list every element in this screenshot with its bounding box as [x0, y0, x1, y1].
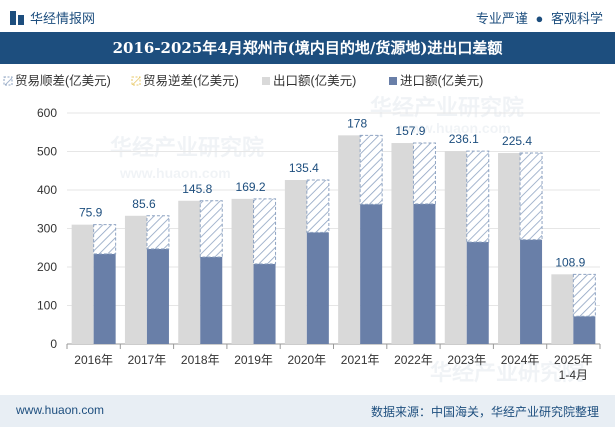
data-label: 225.4	[502, 134, 532, 148]
surplus-bar	[93, 224, 117, 255]
x-tick-label: 2018年	[181, 353, 220, 367]
x-tick-label: 2021年	[341, 353, 380, 367]
data-label: 169.2	[236, 180, 266, 194]
surplus-bar	[572, 273, 596, 317]
tagline-separator: ●	[535, 11, 544, 26]
y-tick-label: 300	[37, 222, 57, 236]
x-tick-label: 2023年	[447, 353, 486, 367]
surplus-bar	[519, 152, 543, 241]
surplus-bar	[306, 179, 330, 233]
data-label: 236.1	[449, 132, 479, 146]
import-bar	[573, 316, 596, 344]
surplus-bar	[146, 215, 170, 250]
legend-label: 贸易顺差(亿美元)	[15, 73, 111, 88]
legend-label: 进口额(亿美元)	[400, 73, 483, 88]
import-bar	[146, 248, 169, 344]
x-tick-label: 2019年	[234, 353, 273, 367]
surplus-bar	[359, 134, 383, 205]
surplus-bar	[466, 150, 490, 243]
import-bar	[253, 263, 276, 344]
bar-logo-icon	[10, 10, 24, 25]
tagline-primary: 专业严谨	[475, 11, 528, 26]
x-tick-label: 2016年	[74, 353, 113, 367]
import-bar	[413, 203, 436, 344]
import-bar	[200, 256, 223, 344]
surplus-bar	[253, 198, 277, 265]
import-bar	[466, 241, 489, 344]
data-label: 85.6	[132, 197, 156, 211]
chart-title: 2016-2025年4月郑州市(境内目的地/货源地)进出口差额	[0, 32, 615, 64]
data-label: 145.8	[182, 182, 212, 196]
tagline: 专业严谨 ● 客观科学	[476, 8, 603, 27]
legend-swatch	[3, 76, 13, 86]
x-tick-label: 2024年	[501, 353, 540, 367]
data-label: 178	[347, 116, 367, 130]
brand: 华经情报网	[10, 8, 95, 27]
export-bar	[551, 274, 574, 344]
export-bar	[498, 153, 521, 344]
data-labels: 75.9 85.6 145.8 169.2 135.4 178 157.9 236.1 225.…	[79, 116, 586, 269]
data-label: 135.4	[289, 161, 319, 175]
footer-url: www.huaon.com	[16, 403, 105, 417]
bars	[71, 134, 596, 344]
surplus-bar	[412, 142, 436, 205]
x-tick-label: 2025年 1-4月	[554, 353, 593, 382]
y-tick-label: 400	[37, 183, 57, 197]
export-bar	[444, 151, 467, 344]
import-bar	[93, 253, 116, 344]
data-label: 108.9	[555, 255, 585, 269]
export-bar	[178, 200, 201, 344]
brand-name: 华经情报网	[30, 11, 96, 26]
y-tick-label: 100	[37, 299, 57, 313]
legend-label: 出口额(亿美元)	[273, 73, 356, 88]
legend: 贸易顺差(亿美元) 贸易逆差(亿美元) 出口额(亿美元) 进口额(亿美元)	[3, 73, 483, 88]
x-tick-label: 2017年	[128, 353, 167, 367]
legend-swatch	[131, 76, 141, 86]
y-tick-label: 600	[37, 106, 57, 120]
legend-swatch	[262, 77, 270, 85]
chart-area: 贸易顺差(亿美元) 贸易逆差(亿美元) 出口额(亿美元) 进口额(亿美元) 0 100 2…	[3, 73, 601, 382]
export-bar	[124, 215, 147, 344]
import-bar	[306, 232, 329, 344]
legend-swatch	[389, 77, 397, 85]
export-bar	[231, 198, 254, 344]
y-axis: 0 100 200 300 400 500 600	[37, 106, 57, 351]
y-tick-label: 0	[50, 337, 57, 351]
export-bar	[71, 224, 94, 344]
import-bar	[520, 239, 543, 344]
data-label: 157.9	[395, 124, 425, 138]
x-tick-label: 2020年	[287, 353, 326, 367]
surplus-bar	[199, 200, 223, 258]
data-label: 75.9	[79, 206, 103, 220]
top-bar: 华经情报网 专业严谨 ● 客观科学	[0, 0, 615, 32]
footer: www.huaon.com 数据来源：中国海关，华经产业研究院整理	[0, 395, 615, 427]
data-source: 数据来源：中国海关，华经产业研究院整理	[370, 405, 599, 419]
x-tick-label: 2022年	[394, 353, 433, 367]
y-tick-label: 500	[37, 145, 57, 159]
legend-label: 贸易逆差(亿美元)	[143, 73, 239, 88]
export-bar	[284, 179, 307, 344]
export-bar	[391, 143, 414, 344]
y-tick-label: 200	[37, 260, 57, 274]
export-bar	[338, 135, 361, 344]
x-axis: 2016年 2017年 2018年 2019年 2020年 2021年 2022年 2023年…	[66, 344, 601, 382]
import-bar	[360, 204, 383, 344]
tagline-secondary: 客观科学	[550, 11, 603, 26]
